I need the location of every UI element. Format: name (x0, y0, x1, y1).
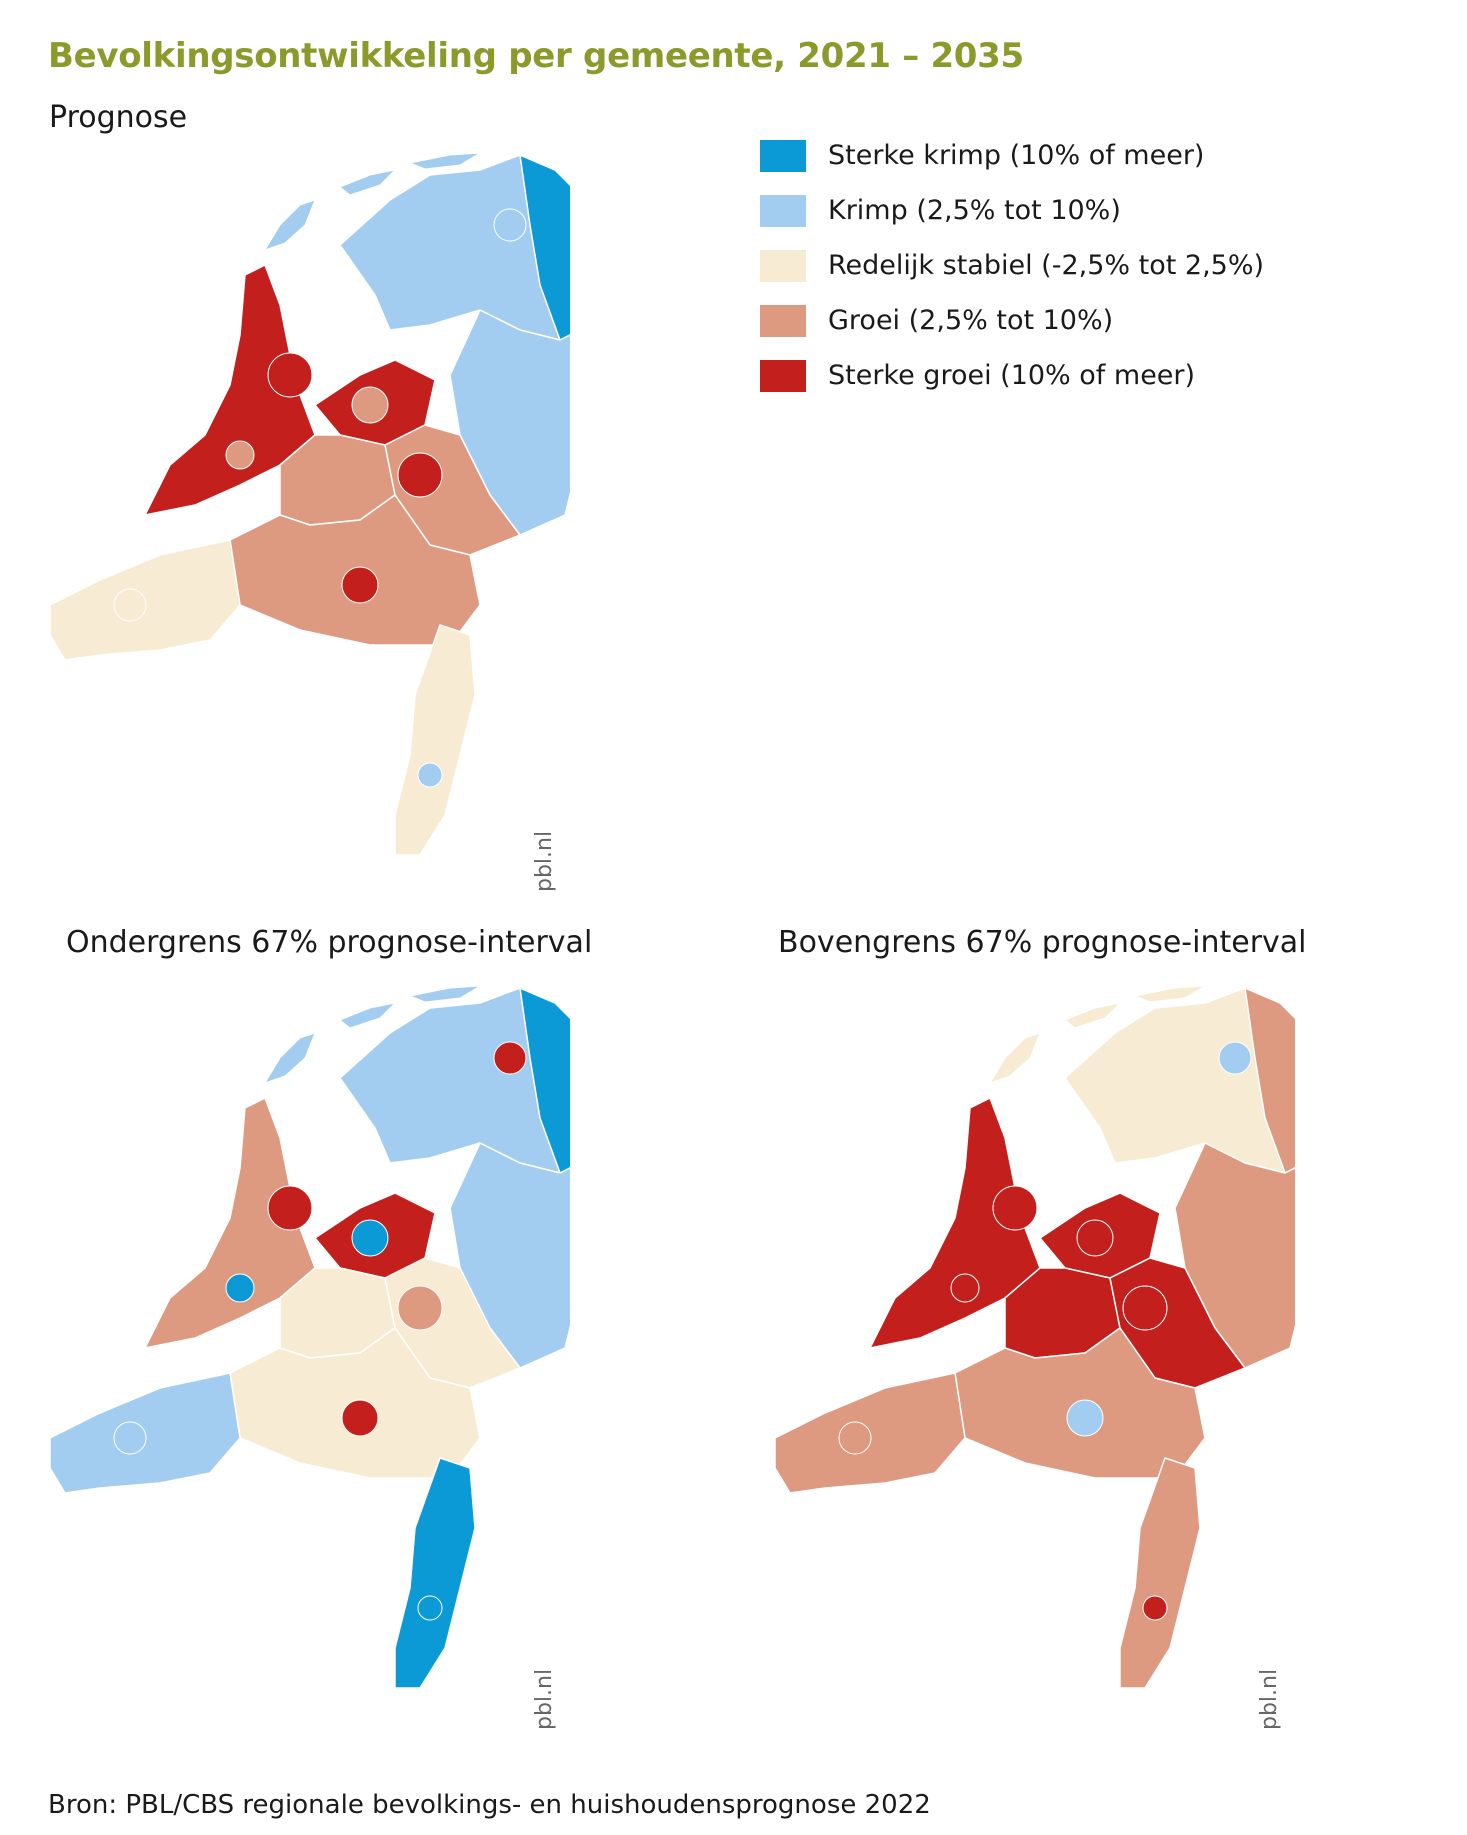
legend-swatch (760, 249, 806, 282)
credit-pbl: pbl.nl (532, 830, 557, 892)
legend-label: Sterke krimp (10% of meer) (828, 140, 1205, 171)
legend-item-sterke-krimp: Sterke krimp (10% of meer) (760, 128, 1264, 183)
region-holland (144, 1097, 316, 1349)
region-holland (869, 1097, 1041, 1349)
municipality-cluster (493, 208, 527, 242)
region-limburg (1119, 1457, 1201, 1689)
legend-label: Sterke groei (10% of meer) (828, 360, 1196, 391)
municipality-cluster (341, 1399, 379, 1437)
region-east (449, 309, 570, 536)
legend-item-stabiel: Redelijk stabiel (-2,5% tot 2,5%) (760, 238, 1264, 293)
legend-item-groei: Groei (2,5% tot 10%) (760, 293, 1264, 348)
municipality-cluster (838, 1421, 872, 1455)
panel-label-bovengrens: Bovengrens 67% prognose-interval (778, 925, 1307, 960)
municipality-cluster (950, 1273, 980, 1303)
municipality-cluster (113, 588, 147, 622)
municipality-cluster (417, 762, 443, 788)
region-east (1174, 1142, 1295, 1369)
legend-label: Groei (2,5% tot 10%) (828, 305, 1114, 336)
municipality-cluster (1142, 1595, 1168, 1621)
municipality-cluster (351, 1219, 389, 1257)
region-east (449, 1142, 570, 1369)
region-northeast (519, 987, 570, 1174)
region-north (1064, 987, 1295, 1174)
municipality-cluster (397, 1285, 443, 1331)
wadden-island (988, 1032, 1041, 1084)
municipality-cluster (1122, 1285, 1168, 1331)
municipality-cluster (1066, 1399, 1104, 1437)
municipality-cluster (992, 1185, 1038, 1231)
wadden-island (263, 199, 316, 251)
region-limburg (394, 1457, 476, 1689)
panel-label-ondergrens: Ondergrens 67% prognose-interval (66, 925, 593, 960)
municipality-cluster (1218, 1041, 1252, 1075)
legend-item-sterke-groei: Sterke groei (10% of meer) (760, 348, 1264, 403)
region-limburg (394, 624, 476, 856)
municipality-cluster (267, 352, 313, 398)
credit-pbl: pbl.nl (1257, 1668, 1282, 1730)
region-holland (144, 264, 316, 516)
legend-label: Redelijk stabiel (-2,5% tot 2,5%) (828, 250, 1265, 281)
credit-pbl: pbl.nl (532, 1668, 557, 1730)
wadden-island (408, 152, 481, 170)
municipality-cluster (225, 440, 255, 470)
legend-swatch (760, 194, 806, 227)
municipality-cluster (113, 1421, 147, 1455)
wadden-island (1064, 1002, 1122, 1029)
municipality-cluster (397, 452, 443, 498)
municipality-cluster (417, 1595, 443, 1621)
legend-item-krimp: Krimp (2,5% tot 10%) (760, 183, 1264, 238)
map-ondergrens (49, 985, 570, 1689)
wadden-island (339, 169, 397, 196)
wadden-island (1133, 985, 1206, 1003)
region-north (339, 154, 570, 341)
map-title: Bevolkingsontwikkeling per gemeente, 202… (48, 36, 1024, 76)
legend-swatch (760, 359, 806, 392)
panel-label-prognose: Prognose (49, 100, 188, 135)
map-prognose (49, 152, 570, 856)
map-bovengrens (774, 985, 1295, 1689)
municipality-cluster (493, 1041, 527, 1075)
legend-label: Krimp (2,5% tot 10%) (828, 195, 1121, 226)
wadden-island (408, 985, 481, 1003)
municipality-cluster (225, 1273, 255, 1303)
municipality-cluster (267, 1185, 313, 1231)
wadden-island (263, 1032, 316, 1084)
region-north (339, 987, 570, 1174)
legend-swatch (760, 304, 806, 337)
municipality-cluster (1076, 1219, 1114, 1257)
region-northeast (1244, 987, 1295, 1174)
municipality-cluster (341, 566, 379, 604)
source-note: Bron: PBL/CBS regionale bevolkings- en h… (48, 1790, 931, 1820)
municipality-cluster (351, 386, 389, 424)
legend-swatch (760, 139, 806, 172)
legend: Sterke krimp (10% of meer) Krimp (2,5% t… (760, 128, 1264, 403)
wadden-island (339, 1002, 397, 1029)
region-northeast (519, 154, 570, 341)
